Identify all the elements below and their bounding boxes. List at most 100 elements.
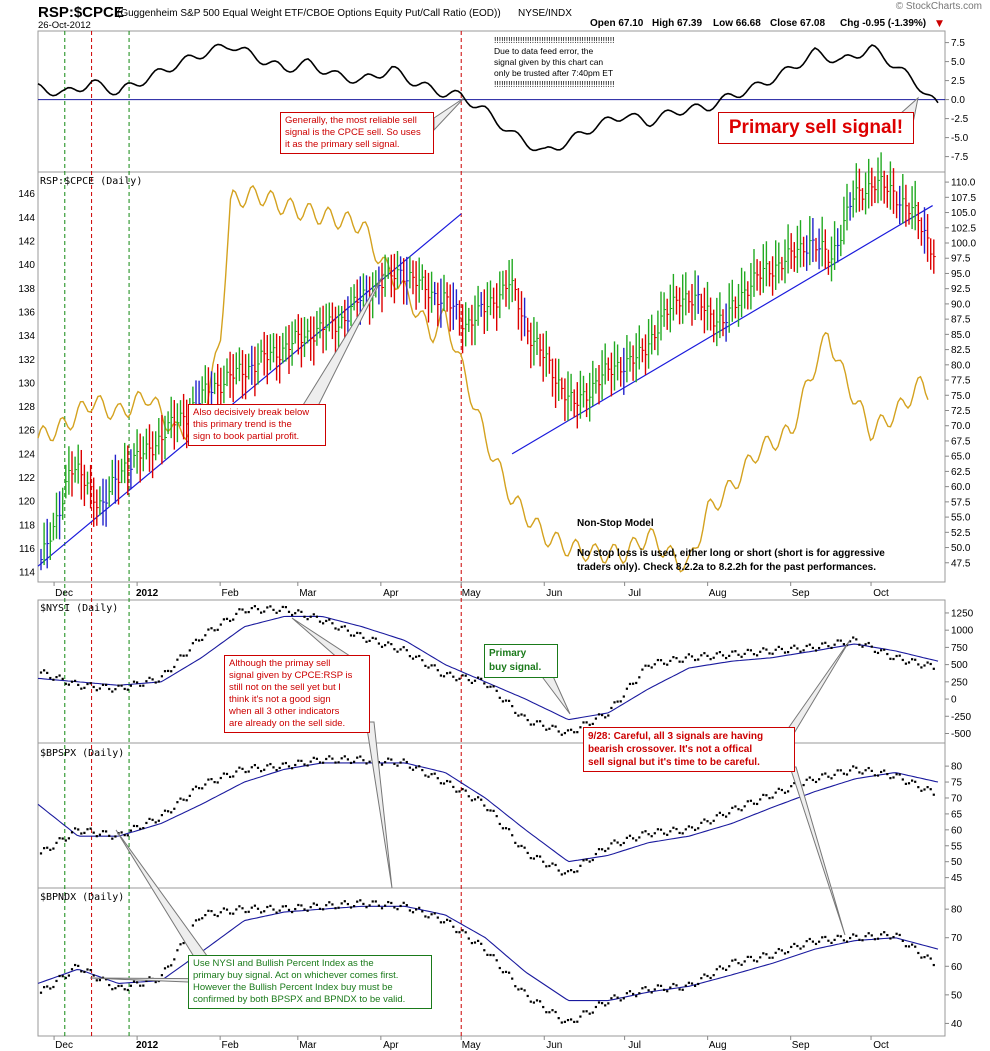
indicator-dot — [98, 833, 101, 836]
indicator-dot — [114, 835, 117, 838]
indicator-dot — [839, 639, 842, 642]
indicator-dot — [256, 608, 260, 611]
indicator-dot — [340, 625, 343, 628]
indicator-dot — [380, 645, 384, 648]
indicator-dot — [216, 781, 219, 784]
indicator-dot — [315, 615, 318, 618]
indicator-dot — [917, 951, 920, 955]
indicator-dot — [232, 912, 235, 915]
indicator-dot — [275, 911, 278, 914]
indicator-dot — [777, 947, 780, 951]
change-down-icon: ▼ — [936, 19, 943, 29]
indicator-dot — [132, 680, 136, 683]
indicator-dot — [901, 658, 904, 662]
indicator-dot — [818, 778, 821, 781]
indicator-dot — [545, 1011, 548, 1014]
quote-low: Low 66.68 — [713, 18, 761, 29]
indicator-dot — [523, 989, 526, 992]
indicator-dot — [814, 780, 818, 784]
use-nysi-note: Use NYSI and Bullish Percent Index as th… — [188, 955, 432, 1009]
indicator-dot — [771, 956, 774, 959]
indicator-dot — [204, 783, 207, 786]
indicator-dot — [260, 911, 263, 914]
indicator-dot — [554, 1010, 557, 1014]
indicator-dot — [911, 943, 914, 946]
indicator-dot — [517, 845, 520, 848]
indicator-dot — [824, 935, 827, 939]
indicator-dot — [477, 796, 480, 799]
indicator-dot — [201, 787, 204, 790]
indicator-dot — [449, 780, 452, 783]
indicator-dot — [886, 652, 889, 656]
indicator-dot — [870, 645, 873, 648]
right-tick-label: 80 — [951, 905, 963, 916]
indicator-dot — [495, 959, 498, 962]
nysi-panel: 1250 1000 750 500 250 0 -250 -500 — [37, 605, 974, 740]
month-label: Mar — [299, 588, 317, 599]
indicator-dot — [694, 828, 697, 832]
indicator-dot — [876, 774, 880, 777]
indicator-dot — [368, 760, 371, 763]
right-tick-label: -500 — [951, 729, 971, 740]
indicator-dot — [464, 674, 467, 677]
indicator-dot — [690, 982, 694, 985]
left-tick-label: 120 — [18, 497, 35, 508]
left-tick-label: 136 — [18, 307, 35, 318]
indicator-dot — [511, 977, 514, 980]
indicator-dot — [83, 970, 86, 974]
left-tick-label: 122 — [18, 473, 35, 484]
indicator-dot — [64, 682, 67, 685]
indicator-dot — [356, 756, 359, 759]
month-label: Sep — [792, 588, 810, 599]
indicator-dot — [923, 664, 926, 667]
indicator-dot — [656, 658, 659, 662]
indicator-dot — [145, 680, 148, 683]
indicator-dot — [284, 905, 287, 908]
indicator-dot — [160, 814, 163, 817]
indicator-dot — [473, 941, 477, 944]
left-tick-label: 128 — [18, 402, 35, 413]
left-tick-label: 146 — [18, 189, 35, 200]
indicator-dot — [396, 764, 399, 767]
right-tick-label: 90.0 — [951, 299, 971, 310]
indicator-dot — [712, 974, 715, 977]
indicator-dot — [638, 676, 641, 679]
indicator-dot — [842, 939, 845, 942]
primay-sell-note: Although the primay sell signal given by… — [224, 655, 370, 733]
indicator-dot — [762, 793, 765, 797]
indicator-dot — [74, 827, 77, 830]
right-tick-label: 70 — [951, 793, 963, 804]
indicator-dot — [486, 953, 489, 956]
indicator-dot — [746, 955, 749, 959]
indicator-dot — [340, 757, 343, 760]
indicator-dot — [136, 681, 139, 684]
month-label: 2012 — [136, 1040, 159, 1051]
indicator-dot — [179, 797, 182, 800]
indicator-dot — [111, 690, 114, 693]
right-tick-label: 97.5 — [951, 254, 971, 265]
indicator-dot — [452, 675, 455, 678]
indicator-dot — [309, 615, 312, 618]
indicator-dot — [384, 644, 387, 647]
indicator-dot — [557, 869, 560, 872]
indicator-dot — [70, 680, 74, 683]
indicator-dot — [402, 646, 405, 649]
indicator-dot — [821, 773, 824, 776]
right-tick-label: 87.5 — [951, 315, 971, 326]
careful-note: 9/28: Careful, all 3 signals are having … — [583, 727, 795, 772]
right-tick-label: 110.0 — [951, 178, 976, 189]
indicator-dot — [635, 681, 638, 685]
indicator-dot — [173, 958, 176, 961]
indicator-dot — [802, 783, 805, 787]
right-tick-label: 50 — [951, 990, 963, 1001]
indicator-dot — [337, 761, 340, 764]
indicator-dot — [650, 835, 653, 838]
indicator-dot — [740, 809, 743, 812]
indicator-dot — [610, 706, 613, 710]
indicator-dot — [684, 984, 687, 987]
indicator-dot — [322, 761, 325, 764]
left-tick-label: 114 — [19, 568, 35, 579]
indicator-dot — [864, 935, 867, 938]
indicator-dot — [49, 987, 52, 990]
right-tick-label: 100.0 — [951, 239, 976, 250]
